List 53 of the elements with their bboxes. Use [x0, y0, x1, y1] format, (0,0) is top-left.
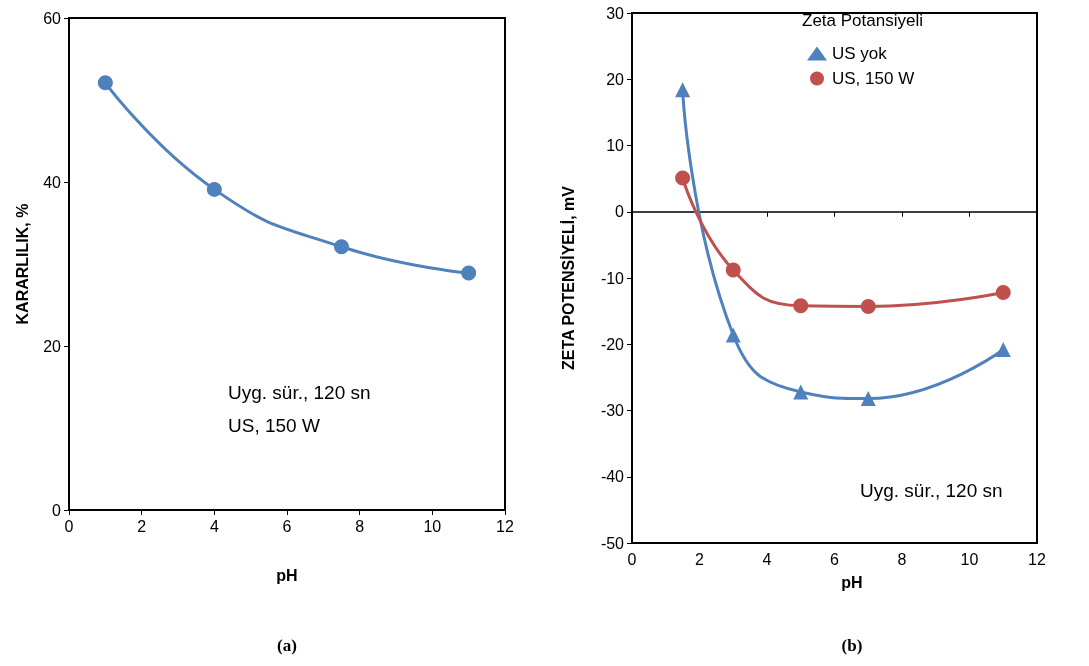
point	[206, 181, 222, 197]
x-tick-label: 0	[64, 517, 74, 535]
x-tick-label: 12	[1028, 550, 1046, 568]
legend-label: US yok	[832, 44, 888, 63]
text: (a)	[277, 635, 297, 655]
x-tick-label: 0	[627, 550, 637, 568]
y-tick-label: 40	[43, 173, 62, 191]
point	[675, 82, 691, 98]
annotation: US, 150 W	[228, 414, 320, 436]
y-axis-title: KARARLILIK, %	[13, 203, 31, 325]
point	[334, 239, 349, 255]
x-tick-label: 2	[695, 550, 705, 568]
y-tick-label: -50	[600, 534, 625, 552]
point	[793, 384, 809, 400]
x-tick-label: 10	[960, 550, 979, 568]
point	[793, 298, 809, 314]
y-tick-label: -30	[600, 402, 625, 419]
text: (b)	[841, 635, 863, 655]
legend-label: US, 150 W	[832, 69, 915, 88]
y-tick-label: 20	[43, 337, 62, 355]
y-tick-label: 0	[52, 501, 62, 519]
point	[675, 170, 691, 186]
y-tick-label: -10	[600, 269, 625, 287]
point	[860, 298, 876, 314]
point	[995, 342, 1011, 358]
x-tick-label: 6	[830, 550, 840, 568]
annotation: Uyg. sür., 120 sn	[228, 381, 371, 403]
y-tick-label: 30	[606, 4, 625, 22]
y-tick-label: 0	[615, 203, 625, 221]
point	[97, 75, 113, 91]
x-tick-label: 8	[355, 517, 365, 535]
x-tick-label: 6	[282, 517, 292, 535]
point	[725, 262, 741, 278]
y-tick-label: 60	[43, 9, 62, 27]
x-tick-label: 12	[496, 517, 514, 535]
x-tick-label: 4	[209, 517, 219, 535]
x-tick-label: 10	[423, 517, 442, 535]
x-tick-label: 4	[762, 550, 772, 568]
point	[995, 285, 1011, 301]
legend-title: Zeta Potansiyeli	[802, 10, 923, 30]
y-tick-label: 20	[606, 70, 625, 88]
y-axis-title: ZETA POTENSİYELİ, mV	[559, 185, 577, 371]
point	[860, 391, 876, 407]
x-axis-title: pH	[276, 566, 298, 584]
point	[725, 327, 741, 343]
x-tick-label: 2	[137, 517, 147, 535]
point	[461, 265, 477, 281]
y-tick-label: -20	[600, 335, 625, 353]
x-tick-label: 8	[897, 550, 907, 568]
y-tick-label: 10	[606, 137, 625, 154]
x-axis-title: pH	[841, 573, 863, 591]
y-tick-label: -40	[600, 468, 625, 486]
annotation: Uyg. sür., 120 sn	[860, 479, 1003, 501]
